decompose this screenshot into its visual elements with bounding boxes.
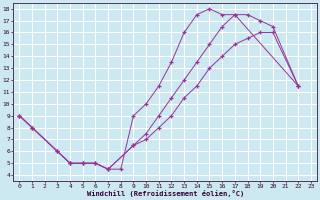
X-axis label: Windchill (Refroidissement éolien,°C): Windchill (Refroidissement éolien,°C) (86, 190, 244, 197)
